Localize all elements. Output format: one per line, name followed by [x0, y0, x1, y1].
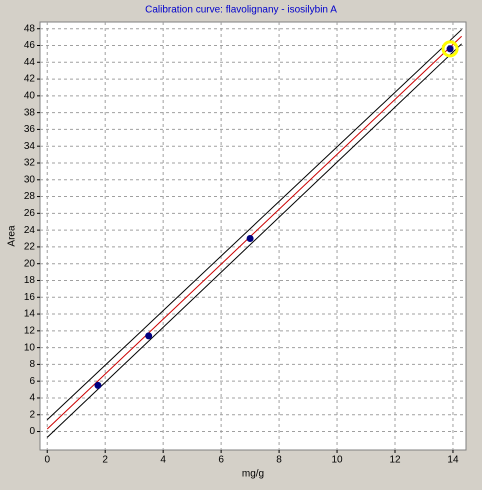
y-axis-label: Area: [7, 225, 18, 247]
x-tick-label: 2: [102, 455, 108, 466]
y-tick-label: 12: [24, 325, 36, 336]
y-tick-label: 16: [24, 292, 36, 303]
y-tick-label: 18: [24, 275, 36, 286]
fit-line: [46, 29, 462, 421]
x-tick-label: 4: [160, 455, 166, 466]
y-tick-label: 14: [24, 309, 36, 320]
y-tick-label: 34: [24, 141, 36, 152]
y-tick-label: 48: [24, 23, 36, 34]
y-tick-label: 10: [24, 342, 36, 353]
highlight-ring: [441, 40, 459, 58]
y-tick-label: 32: [24, 158, 36, 169]
chart-title: Calibration curve: flavolignany - isosil…: [145, 5, 337, 16]
data-point: [446, 45, 454, 53]
y-tick-label: 4: [29, 393, 35, 404]
y-tick-label: 6: [29, 376, 35, 387]
y-tick-label: 36: [24, 124, 36, 135]
y-tick-label: 38: [24, 107, 36, 118]
x-axis-label: mg/g: [242, 469, 264, 480]
y-tick-label: 20: [24, 258, 36, 269]
data-point: [94, 381, 102, 389]
y-tick-label: 0: [29, 426, 35, 437]
y-tick-label: 26: [24, 208, 36, 219]
y-tick-label: 22: [24, 242, 36, 253]
y-tick-label: 42: [24, 74, 36, 85]
y-tick-label: 2: [29, 409, 35, 420]
y-tick-label: 8: [29, 359, 35, 370]
x-tick-label: 8: [276, 455, 282, 466]
y-tick-label: 44: [24, 57, 36, 68]
data-point: [145, 332, 153, 340]
x-tick-label: 6: [218, 455, 224, 466]
x-tick-label: 14: [447, 455, 459, 466]
fit-line: [46, 35, 462, 430]
y-tick-label: 46: [24, 40, 36, 51]
x-tick-label: 0: [44, 455, 50, 466]
x-tick-label: 12: [389, 455, 401, 466]
y-tick-label: 24: [24, 225, 36, 236]
y-tick-label: 40: [24, 90, 36, 101]
y-tick-label: 28: [24, 191, 36, 202]
data-point: [246, 235, 254, 243]
y-tick-label: 30: [24, 174, 36, 185]
fit-line: [46, 43, 462, 438]
x-tick-label: 10: [331, 455, 343, 466]
